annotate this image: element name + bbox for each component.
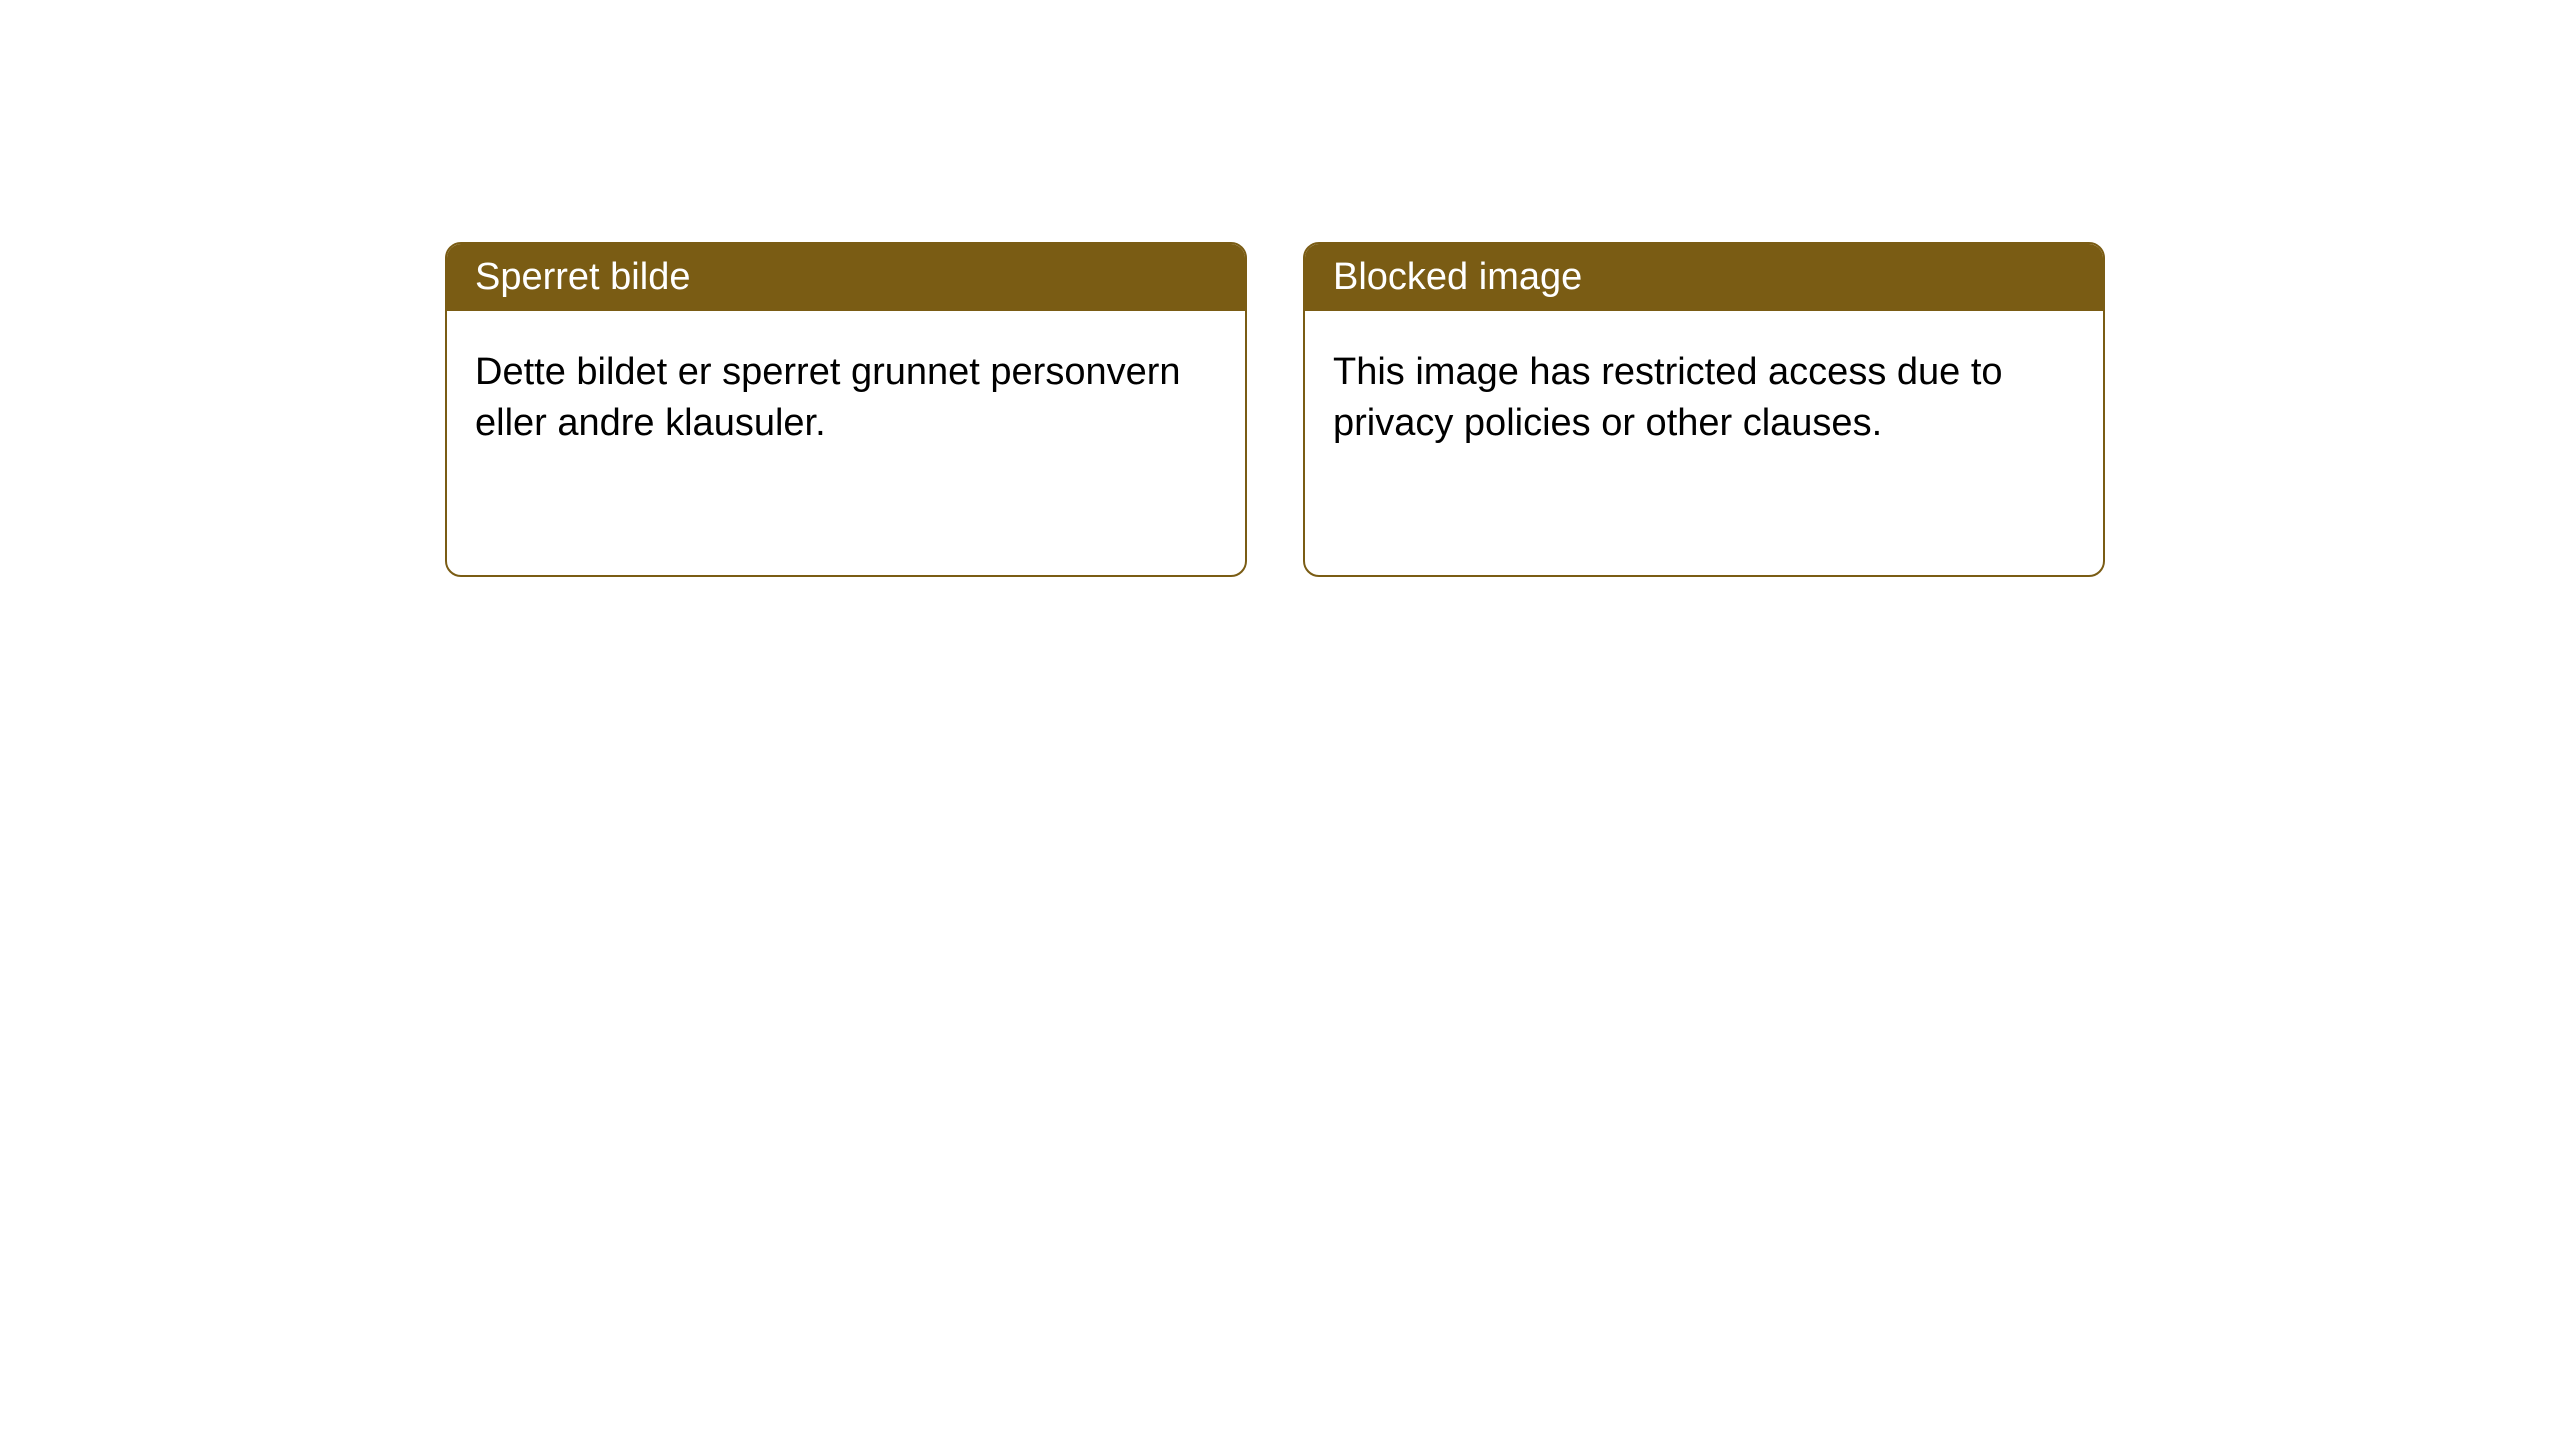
notice-title-no: Sperret bilde xyxy=(447,244,1245,311)
notice-title-en: Blocked image xyxy=(1305,244,2103,311)
notice-body-no: Dette bildet er sperret grunnet personve… xyxy=(447,311,1245,486)
notice-card-no: Sperret bilde Dette bildet er sperret gr… xyxy=(445,242,1247,577)
notice-container: Sperret bilde Dette bildet er sperret gr… xyxy=(0,0,2560,577)
notice-body-en: This image has restricted access due to … xyxy=(1305,311,2103,486)
notice-card-en: Blocked image This image has restricted … xyxy=(1303,242,2105,577)
